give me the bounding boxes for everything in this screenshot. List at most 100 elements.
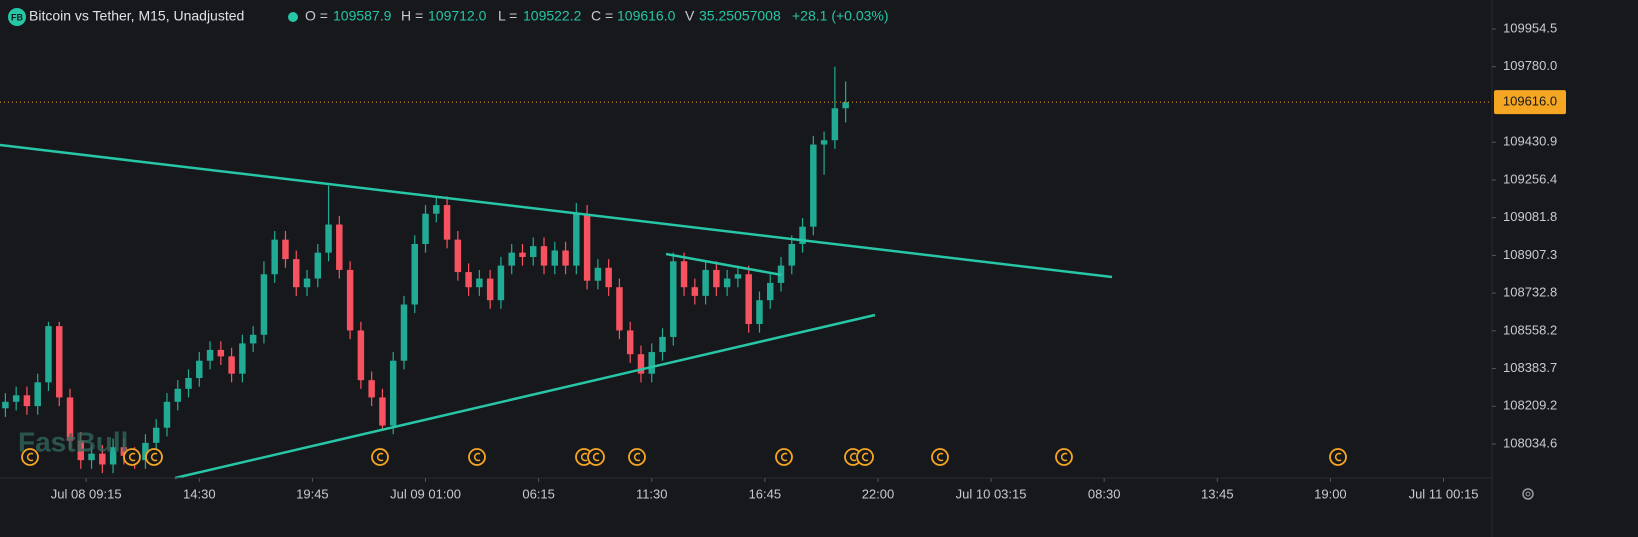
event-marker[interactable] <box>587 448 605 466</box>
x-tick-label: Jul 11 00:15 <box>1409 486 1479 501</box>
candle-body <box>551 250 559 266</box>
candle-body <box>56 326 63 398</box>
candle-body <box>303 278 311 288</box>
candle-body <box>2 401 9 409</box>
x-tick-label: 06:15 <box>522 486 555 501</box>
y-tick-label: 108209.2 <box>1503 398 1557 413</box>
candle-body <box>368 380 375 398</box>
event-marker[interactable] <box>123 448 141 466</box>
x-tick-label: 13:45 <box>1201 486 1234 501</box>
event-icon[interactable] <box>849 452 857 462</box>
candle-body <box>476 278 483 288</box>
event-icon[interactable] <box>128 452 136 462</box>
candle-body <box>680 261 688 288</box>
candle-body <box>174 388 181 402</box>
candle-body <box>249 334 257 344</box>
y-tick-label: 109430.9 <box>1503 134 1557 149</box>
event-icon[interactable] <box>150 452 158 462</box>
last-price-tag <box>1494 90 1566 115</box>
x-tick-label: 19:00 <box>1314 486 1347 501</box>
event-icon[interactable] <box>1334 452 1342 462</box>
candle-body <box>325 224 332 253</box>
trend-line <box>0 143 1113 279</box>
chart-title: Bitcoin vs Tether, M15, Unadjusted <box>29 8 244 24</box>
event-marker[interactable] <box>931 448 949 466</box>
candle-body <box>831 108 839 141</box>
candle-body <box>810 144 817 227</box>
event-marker[interactable] <box>856 448 874 466</box>
event-marker[interactable] <box>1329 448 1347 466</box>
settings-icon[interactable] <box>1522 488 1534 500</box>
high-value: 109712.0 <box>428 8 487 24</box>
candle-body <box>23 395 31 407</box>
candle-body <box>336 224 343 270</box>
candle-body <box>519 252 526 257</box>
y-tick-label: 108383.7 <box>1503 360 1557 375</box>
event-icon[interactable] <box>26 452 34 462</box>
candle-body <box>400 304 408 361</box>
y-tick-label: 109780.0 <box>1503 58 1557 73</box>
y-tick-label: 109256.4 <box>1503 171 1557 186</box>
event-marker[interactable] <box>371 448 389 466</box>
candle-body <box>788 243 796 266</box>
event-icon[interactable] <box>580 452 588 462</box>
event-marker[interactable] <box>1055 448 1073 466</box>
candle-body <box>293 259 300 288</box>
candle-body <box>508 252 515 266</box>
candle-body <box>120 447 128 456</box>
event-marker[interactable] <box>21 448 39 466</box>
event-icon[interactable] <box>376 452 384 462</box>
candle-body <box>594 267 602 281</box>
candle-body <box>206 349 214 361</box>
settings-gear-hub[interactable] <box>1525 491 1531 497</box>
event-icon[interactable] <box>633 452 641 462</box>
low-label: L = <box>498 8 517 24</box>
event-icon[interactable] <box>861 452 869 462</box>
event-icon[interactable] <box>1060 452 1068 462</box>
candle-body <box>713 269 720 288</box>
candle-body <box>723 278 731 288</box>
candle-body <box>573 213 580 266</box>
candle-body <box>239 343 246 374</box>
y-tick-label: 108907.3 <box>1503 247 1557 262</box>
event-icon[interactable] <box>936 452 944 462</box>
candle-body <box>77 440 85 461</box>
event-icon[interactable] <box>780 452 788 462</box>
candle-body <box>691 287 699 296</box>
candle-body <box>433 205 440 214</box>
candle-body <box>282 239 289 260</box>
event-icon[interactable] <box>592 452 600 462</box>
event-marker[interactable] <box>775 448 793 466</box>
event-marker[interactable] <box>145 448 163 466</box>
candle-body <box>842 102 849 109</box>
event-icon[interactable] <box>473 452 481 462</box>
candle-body <box>626 330 634 355</box>
candle-body <box>767 282 774 301</box>
volume-label: V <box>685 8 695 24</box>
candle-body <box>756 300 763 324</box>
event-marker[interactable] <box>628 448 646 466</box>
candle-body <box>637 354 645 374</box>
y-tick-label: 109954.5 <box>1503 20 1557 35</box>
settings-gear[interactable] <box>1522 488 1534 500</box>
candle-body <box>217 349 225 357</box>
high-label: H = <box>401 8 423 24</box>
close-value: 109616.0 <box>617 8 676 24</box>
x-tick-label: 22:00 <box>862 486 895 501</box>
close-label: C = <box>591 8 613 24</box>
candle-body <box>734 274 742 279</box>
candle-body <box>530 246 537 257</box>
candle-body <box>389 360 397 426</box>
volume-value: 35.25057008 <box>699 8 781 24</box>
event-marker[interactable] <box>468 448 486 466</box>
low-value: 109522.2 <box>523 8 582 24</box>
candle-body <box>443 205 451 240</box>
candle-body <box>99 453 106 465</box>
candle-body <box>648 352 655 374</box>
candle-body <box>271 239 278 275</box>
candle-body <box>820 140 828 145</box>
y-tick-label: 108558.2 <box>1503 322 1557 337</box>
candle-body <box>88 453 95 461</box>
